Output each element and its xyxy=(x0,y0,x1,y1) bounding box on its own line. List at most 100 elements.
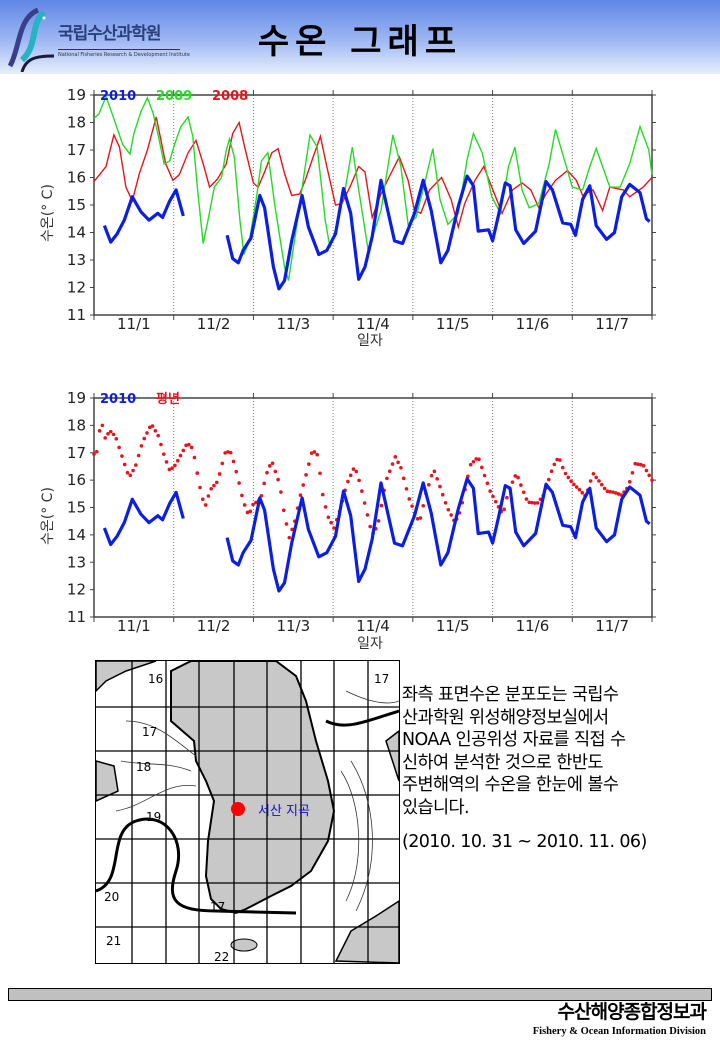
contour-label: 18 xyxy=(136,760,151,774)
plot-frame xyxy=(93,397,653,618)
normal-point xyxy=(558,458,562,462)
contour-label: 17 xyxy=(142,725,157,739)
institute-logo: 국립수산과학원 National Fisheries Research & De… xyxy=(7,7,190,73)
normal-point xyxy=(379,503,384,508)
normal-point xyxy=(521,490,526,495)
y-tick-label: 17 xyxy=(67,444,86,462)
normal-point xyxy=(376,519,381,523)
chart2-ylabel: 수온(° C) xyxy=(40,487,56,545)
normal-point xyxy=(150,424,155,428)
y-tick-label: 12 xyxy=(67,279,86,297)
normal-point xyxy=(94,449,99,454)
normal-point xyxy=(248,509,253,514)
normal-point xyxy=(633,461,638,466)
normal-point xyxy=(650,478,654,482)
normal-point xyxy=(237,481,241,485)
normal-point xyxy=(351,467,356,471)
series-line-2009 xyxy=(93,94,653,281)
normal-point xyxy=(468,462,473,467)
normal-point xyxy=(527,500,532,505)
normal-point xyxy=(435,477,439,481)
normal-point xyxy=(429,473,434,478)
normal-point xyxy=(480,465,484,470)
normal-point xyxy=(270,461,275,466)
normal-point xyxy=(530,500,534,505)
normal-point xyxy=(552,462,557,467)
normal-point xyxy=(195,471,200,475)
normal-point xyxy=(485,481,490,486)
normal-point xyxy=(493,499,498,504)
y-tick-label: 16 xyxy=(67,471,86,489)
normal-point xyxy=(148,425,152,430)
y-tick-label: 19 xyxy=(67,86,86,104)
y-tick-label: 15 xyxy=(67,196,86,214)
normal-point xyxy=(234,469,239,474)
x-tick-label: 11/6 xyxy=(516,315,550,332)
normal-point xyxy=(201,497,205,501)
normal-point xyxy=(627,479,632,484)
jeju-island xyxy=(230,938,258,952)
normal-point xyxy=(173,463,177,468)
station-label: 서산 지곡 xyxy=(258,804,310,819)
normal-point xyxy=(262,481,266,486)
series-line-2010 xyxy=(102,188,185,244)
normal-point xyxy=(569,479,573,484)
normal-point xyxy=(421,503,426,508)
contour-label: 19 xyxy=(146,810,161,824)
normal-point xyxy=(449,513,453,517)
isotherm-20 xyxy=(95,817,297,915)
normal-point xyxy=(597,479,601,483)
normal-point xyxy=(131,468,135,473)
normal-point xyxy=(106,431,110,436)
normal-point xyxy=(616,492,621,496)
normal-point xyxy=(279,490,283,494)
normal-point xyxy=(605,489,610,494)
x-tick-label: 11/3 xyxy=(276,617,310,635)
korean-peninsula-land xyxy=(170,660,336,915)
normal-point xyxy=(111,432,116,437)
normal-point xyxy=(639,462,643,467)
logo-korean: 국립수산과학원 xyxy=(58,24,161,44)
legend-2009: 2009 xyxy=(156,89,192,104)
y-tick-label: 19 xyxy=(67,389,86,407)
normal-point xyxy=(276,477,280,482)
normal-point xyxy=(240,493,244,498)
normal-point xyxy=(399,466,403,470)
normal-point xyxy=(572,482,576,487)
normal-point xyxy=(92,452,96,456)
contour-label: 21 xyxy=(106,934,121,948)
normal-point xyxy=(591,471,596,476)
normal-point xyxy=(599,482,604,487)
x-tick-label: 11/5 xyxy=(436,617,470,635)
station-marker xyxy=(231,802,245,816)
normal-point xyxy=(312,450,317,454)
normal-point xyxy=(577,487,582,492)
series-line-2010 xyxy=(102,490,185,547)
y-tick-label: 12 xyxy=(67,581,86,599)
normal-point xyxy=(533,501,537,505)
normal-point xyxy=(346,479,350,484)
normal-point xyxy=(223,451,227,455)
normal-point xyxy=(301,483,306,487)
x-tick-label: 11/7 xyxy=(595,617,629,635)
legend-2010: 2010 xyxy=(100,89,136,104)
normal-point xyxy=(315,452,320,457)
y-tick-label: 14 xyxy=(67,526,86,544)
normal-point xyxy=(212,483,216,488)
legend-2010: 2010 xyxy=(100,392,136,407)
normal-point xyxy=(134,463,138,467)
normal-point xyxy=(198,485,202,490)
normal-point xyxy=(228,450,233,455)
description-line: 주변해역의 수온을 한눈에 볼수 xyxy=(402,775,619,795)
normal-point xyxy=(187,442,191,447)
normal-point xyxy=(114,436,119,441)
normal-point xyxy=(365,513,370,517)
normal-point xyxy=(267,464,272,468)
normal-point xyxy=(566,475,571,480)
y-tick-label: 18 xyxy=(67,416,86,434)
normal-point xyxy=(206,494,211,498)
normal-point xyxy=(226,450,230,454)
x-tick-label: 11/1 xyxy=(117,617,151,635)
normal-point xyxy=(387,469,392,474)
y-tick-label: 18 xyxy=(67,114,86,132)
